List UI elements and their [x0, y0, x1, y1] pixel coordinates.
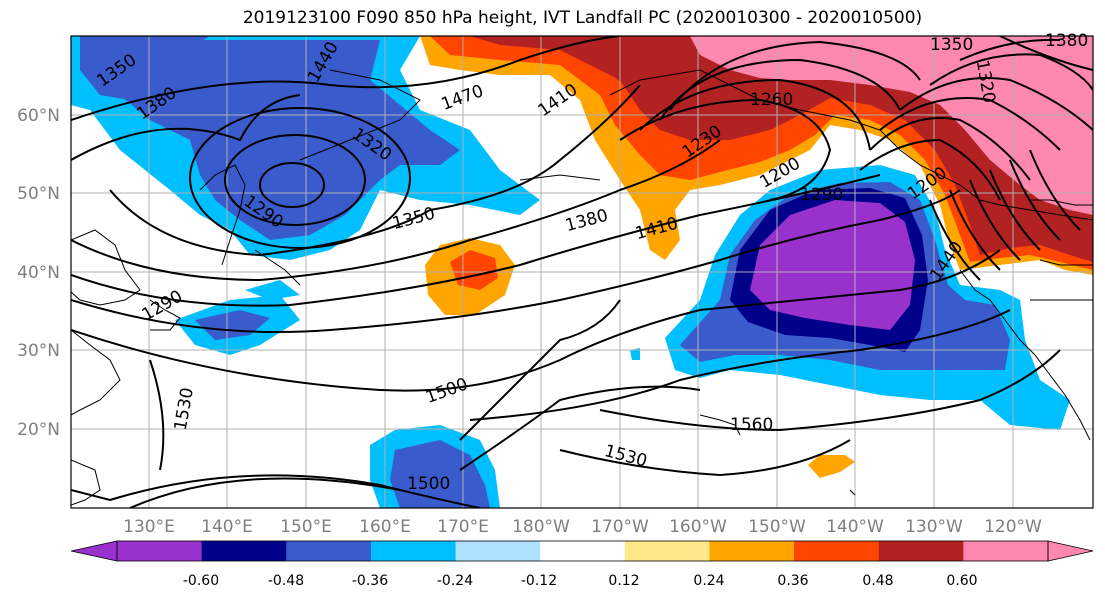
colorbar-segment [455, 541, 541, 561]
colorbar-tick-label: 0.24 [693, 573, 724, 589]
contour-label: 1530 [602, 441, 649, 472]
lat-tick-label: 60°N [17, 106, 60, 126]
lat-tick-label: 50°N [17, 184, 60, 204]
latitude-axis: 60°N 50°N 40°N 30°N 20°N [17, 106, 60, 440]
map-title: 2019123100 F090 850 hPa height, IVT Land… [242, 8, 923, 28]
contour-label: 1530 [171, 386, 198, 432]
contour-label: 1350 [390, 204, 437, 235]
colorbar-segment [370, 541, 457, 561]
lon-tick-label: 130°E [123, 517, 175, 537]
colorbar-segment [201, 541, 287, 561]
contour-label: 1380 [563, 206, 610, 237]
lon-tick-label: 120°W [984, 517, 1042, 537]
lat-tick-label: 20°N [17, 420, 60, 440]
contour-label: 1500 [407, 474, 450, 494]
contour-label: 1560 [730, 415, 773, 435]
colorbar-segment [709, 541, 795, 561]
lat-tick-label: 40°N [17, 263, 60, 283]
lon-tick-label: 130°W [905, 517, 963, 537]
colorbar-tick-label: 0.60 [946, 573, 977, 589]
colorbar-tick-label: 0.12 [608, 573, 639, 589]
lon-tick-label: 170°W [591, 517, 649, 537]
colorbar [70, 540, 1094, 562]
colorbar-segment [624, 541, 710, 561]
contour-label: 1260 [750, 90, 793, 110]
colorbar-segment [878, 541, 964, 561]
lon-tick-label: 170°E [437, 517, 489, 537]
colorbar-tick-label: 0.48 [862, 573, 893, 589]
contour-label: 1290 [800, 185, 843, 205]
lon-tick-label: 180°W [512, 517, 570, 537]
colorbar-tick-label: -0.36 [352, 573, 388, 589]
colorbar-tick-label: -0.60 [183, 573, 219, 589]
colorbar-tick-labels: -0.60 -0.48 -0.36 -0.24 -0.12 0.12 0.24 … [183, 573, 978, 589]
lon-tick-label: 160°E [359, 517, 411, 537]
colorbar-tick-label: -0.48 [268, 573, 304, 589]
colorbar-extend-high [1047, 540, 1094, 562]
colorbar-outline [116, 540, 1049, 562]
colorbar-tick-label: -0.24 [437, 573, 473, 589]
colorbar-extend-low [70, 540, 118, 562]
height-contours [71, 36, 1093, 508]
lon-tick-label: 140°W [826, 517, 884, 537]
ivt-shading [71, 36, 1093, 508]
lon-tick-label: 150°E [280, 517, 332, 537]
contour-label: 1380 [1045, 31, 1088, 51]
longitude-axis: 130°E 140°E 150°E 160°E 170°E 180°W 170°… [123, 517, 1042, 537]
lon-tick-label: 150°W [748, 517, 806, 537]
lon-tick-label: 160°W [669, 517, 727, 537]
lon-tick-label: 140°E [201, 517, 253, 537]
colorbar-segment [540, 541, 626, 561]
plot-frame [70, 35, 1094, 509]
colorbar-segment [117, 541, 203, 561]
lat-tick-label: 30°N [17, 341, 60, 361]
colorbar-segment [286, 541, 372, 561]
colorbar-segment [794, 541, 880, 561]
contour-label: 1350 [930, 35, 973, 55]
colorbar-tick-label: 0.36 [777, 573, 808, 589]
colorbar-segment [963, 541, 1049, 561]
colorbar-tick-label: -0.12 [521, 573, 557, 589]
